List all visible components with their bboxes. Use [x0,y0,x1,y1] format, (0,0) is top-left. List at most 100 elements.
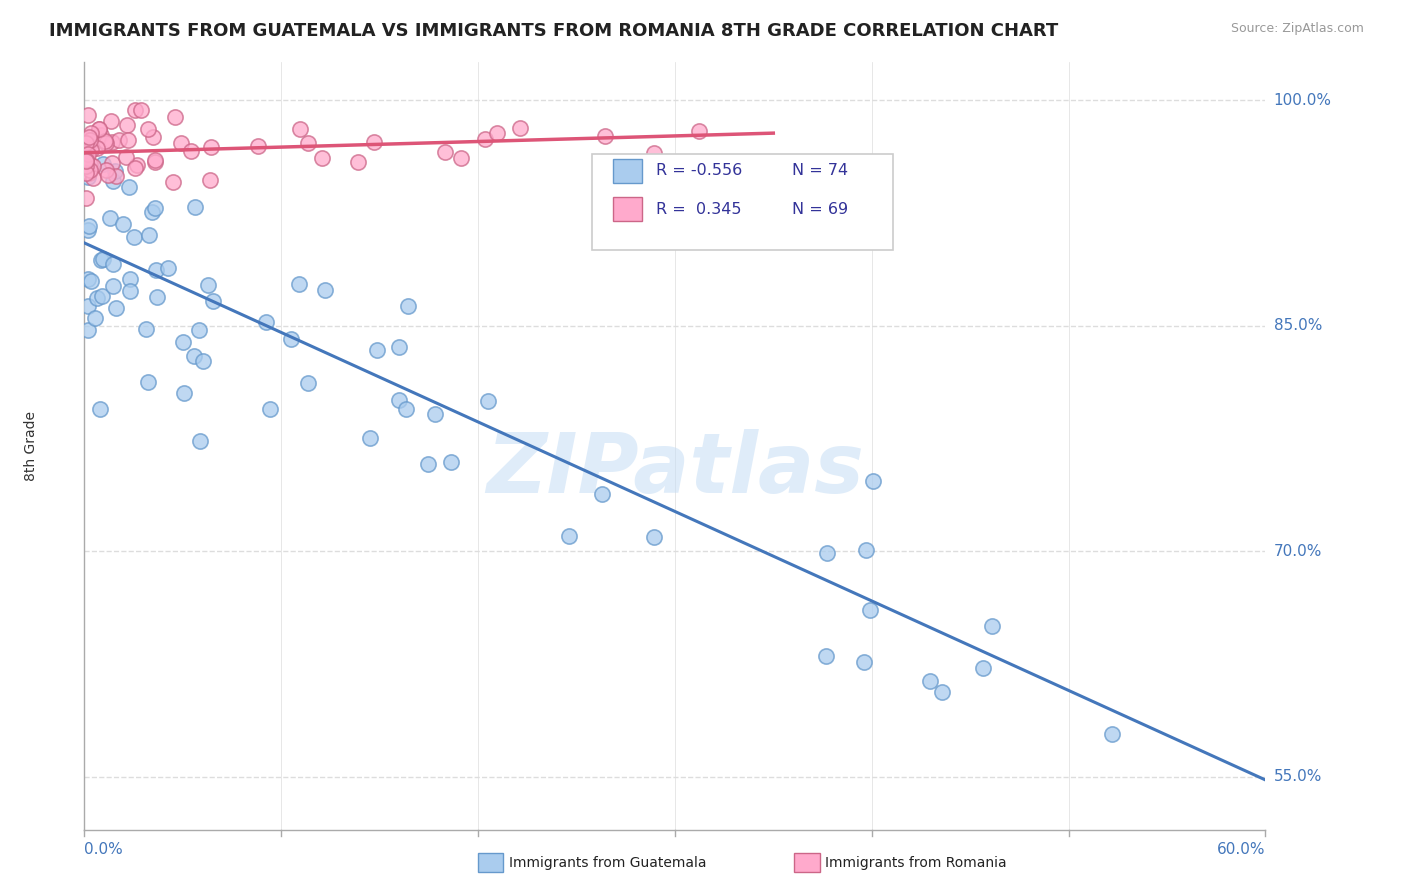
Point [643,530,665,544]
Point [859,602,882,616]
Point [82,159,104,173]
Point [591,487,613,501]
Point [86,141,108,155]
Text: Source: ZipAtlas.com: Source: ZipAtlas.com [1230,22,1364,36]
Point [388,393,411,408]
Point [75,140,97,154]
Point [138,227,160,242]
Point [191,353,214,368]
Point [509,120,531,135]
Point [416,457,439,471]
Point [101,156,124,170]
Point [118,180,141,194]
Point [688,124,710,138]
Point [77,147,100,161]
Point [97,168,120,182]
Point [246,138,269,153]
Point [77,272,100,286]
Point [145,290,167,304]
Text: R =  0.345: R = 0.345 [657,202,741,217]
Point [98,211,121,225]
Point [180,144,202,158]
Point [172,334,194,349]
Point [259,402,281,417]
Point [855,542,877,557]
Point [75,146,97,161]
Point [363,135,385,149]
Point [280,332,302,346]
Point [141,205,163,219]
Point [79,136,101,150]
Text: ZIPatlas: ZIPatlas [486,428,863,509]
Point [79,162,101,177]
Point [288,121,311,136]
FancyBboxPatch shape [592,154,893,251]
Point [75,150,97,164]
Point [77,323,100,337]
Text: 8th Grade: 8th Grade [24,411,38,481]
Point [440,455,463,469]
Point [77,108,100,122]
Point [108,133,131,147]
Point [162,175,184,189]
Point [79,133,101,147]
Point [814,648,837,663]
Point [75,136,97,150]
Point [188,323,211,337]
Point [89,122,111,136]
Point [111,217,134,231]
Point [173,386,195,401]
Point [115,151,138,165]
Text: 85.0%: 85.0% [1274,318,1322,334]
Point [124,103,146,117]
Point [853,655,876,669]
Point [129,103,152,117]
Point [388,340,411,354]
Point [101,174,124,188]
Point [77,219,100,234]
Point [142,130,165,145]
Text: N = 69: N = 69 [792,202,848,217]
Point [918,673,941,688]
Point [115,118,138,132]
Point [423,407,446,421]
Point [366,343,388,358]
Bar [613,197,641,221]
Point [474,132,496,146]
Point [91,252,114,267]
Point [87,121,110,136]
Point [75,191,97,205]
Point [395,402,418,417]
Point [86,291,108,305]
Point [314,283,336,297]
Point [80,126,103,140]
Point [75,132,97,146]
Point [124,161,146,175]
Text: 100.0%: 100.0% [1274,93,1331,108]
Text: N = 74: N = 74 [792,163,848,178]
Point [75,159,97,173]
Bar [613,159,641,183]
Point [643,145,665,160]
Point [143,202,166,216]
Point [75,142,97,156]
Point [311,151,333,165]
Point [82,170,104,185]
Text: 0.0%: 0.0% [84,841,124,856]
Point [120,284,142,298]
Point [75,157,97,171]
Point [184,200,207,214]
Point [1101,727,1123,741]
Point [980,619,1002,633]
Point [104,164,127,178]
Point [77,299,100,313]
Point [200,140,222,154]
Point [862,474,884,488]
Point [89,128,111,143]
Point [135,322,157,336]
Point [593,128,616,143]
Text: 60.0%: 60.0% [1218,841,1265,856]
Point [254,315,277,329]
Point [163,110,186,124]
Point [396,299,419,313]
